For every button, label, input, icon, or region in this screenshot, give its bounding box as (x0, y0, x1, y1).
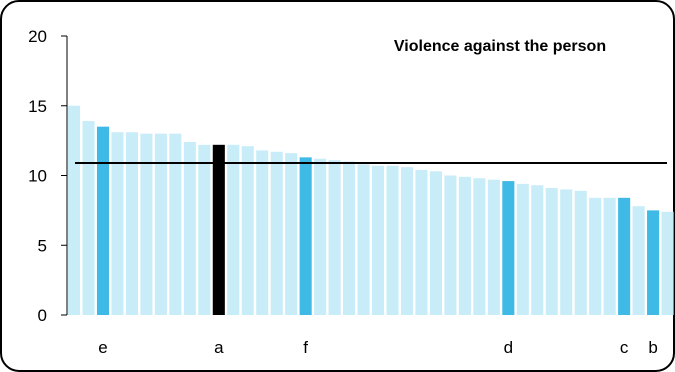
bar (589, 197, 602, 315)
bar (400, 167, 414, 315)
bar (169, 133, 182, 315)
bar-label: f (303, 338, 308, 357)
bar (487, 179, 500, 315)
bar-label: e (98, 338, 107, 357)
bar (183, 142, 196, 315)
bar-highlighted (647, 210, 660, 316)
bar (68, 105, 81, 315)
bar (198, 144, 211, 315)
y-axis-group: 0 5 10 15 20 (28, 27, 68, 325)
bar (386, 165, 399, 315)
bar (429, 171, 442, 315)
bar (545, 188, 558, 315)
bar (111, 132, 124, 315)
bar (343, 161, 356, 315)
bar-label: b (648, 338, 657, 357)
bar (357, 164, 370, 315)
bar (372, 165, 385, 315)
bar-highlighted (299, 157, 312, 315)
y-tick-label: 5 (38, 236, 47, 255)
y-tick-label: 10 (28, 167, 47, 186)
bar (444, 175, 457, 315)
bar-highlighted (618, 197, 631, 315)
bar (632, 206, 645, 315)
bar-label: c (620, 338, 629, 357)
bar (154, 133, 167, 315)
bar (285, 153, 298, 315)
bar (574, 190, 587, 315)
bar (227, 144, 240, 315)
bar (603, 197, 616, 315)
bar (125, 132, 138, 315)
bar (560, 189, 573, 315)
bars-group (68, 105, 674, 316)
bar (531, 185, 544, 315)
bar (458, 176, 471, 315)
bar-label: d (504, 338, 513, 357)
bar (256, 150, 269, 315)
bar (415, 169, 428, 315)
bar-label: a (214, 338, 224, 357)
bar (328, 160, 341, 315)
bar (314, 158, 327, 315)
bar-selected (212, 144, 225, 315)
bar-highlighted (96, 126, 110, 315)
bar (516, 183, 529, 315)
y-tick-label: 20 (28, 27, 47, 46)
bar (82, 121, 95, 315)
y-tick-label: 15 (28, 97, 47, 116)
bar (241, 146, 254, 315)
chart-title: Violence against the person (394, 38, 606, 55)
bar (473, 178, 486, 315)
bar (140, 133, 153, 315)
bar (661, 211, 674, 315)
bar (270, 151, 283, 315)
y-tick-label: 0 (38, 306, 47, 325)
bar-highlighted (502, 181, 515, 315)
